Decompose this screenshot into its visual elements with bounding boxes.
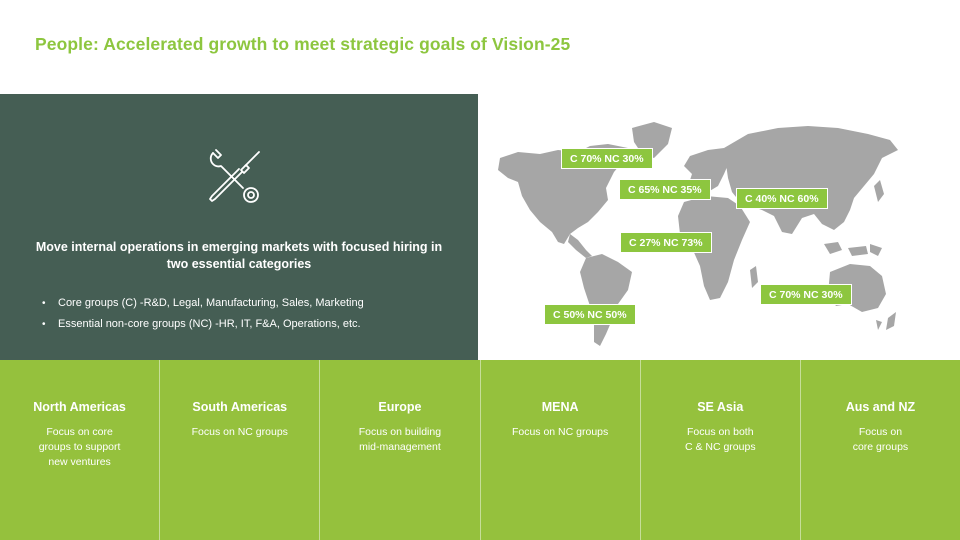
- world-map-section: C 70% NC 30% C 65% NC 35% C 40% NC 60% C…: [478, 94, 960, 360]
- bullet-non-core-groups: Essential non-core groups (NC) -HR, IT, …: [42, 314, 364, 335]
- wrench-screwdriver-icon: [209, 149, 260, 203]
- category-list: Core groups (C) -R&D, Legal, Manufacturi…: [42, 293, 364, 335]
- region-name: South Americas: [192, 400, 288, 414]
- region-column-aus-nz: Aus and NZ Focus on core groups: [801, 360, 960, 540]
- region-focus: Focus on core groups: [852, 426, 909, 453]
- region-focus: Focus on NC groups: [511, 426, 609, 438]
- operations-panel: Move internal operations in emerging mar…: [0, 94, 478, 360]
- region-name: Aus and NZ: [845, 400, 916, 414]
- region-focus: Focus on both C & NC groups: [684, 426, 756, 453]
- map-label-mena: C 27% NC 73%: [620, 232, 712, 253]
- page-title: People: Accelerated growth to meet strat…: [35, 34, 571, 54]
- region-column-south-americas: South Americas Focus on NC groups: [160, 360, 321, 540]
- region-column-mena: MENA Focus on NC groups: [481, 360, 641, 540]
- region-column-se-asia: SE Asia Focus on both C & NC groups: [641, 360, 801, 540]
- map-label-north-america: C 70% NC 30%: [561, 148, 653, 169]
- region-focus-row: North Americas Focus on core groups to s…: [0, 360, 960, 540]
- region-name: SE Asia: [697, 400, 744, 414]
- region-focus: Focus on NC groups: [191, 426, 288, 438]
- map-label-aus-nz: C 70% NC 30%: [760, 284, 852, 305]
- region-column-europe: Europe Focus on building mid-management: [320, 360, 481, 540]
- bullet-core-groups: Core groups (C) -R&D, Legal, Manufacturi…: [42, 293, 364, 314]
- region-name: MENA: [541, 400, 579, 414]
- region-focus: Focus on core groups to support new vent…: [38, 426, 121, 468]
- region-focus: Focus on building mid-management: [358, 426, 442, 453]
- region-name: Europe: [378, 400, 422, 414]
- region-name: North Americas: [33, 400, 126, 414]
- region-column-north-americas: North Americas Focus on core groups to s…: [0, 360, 161, 540]
- panel-headline: Move internal operations in emerging mar…: [35, 240, 443, 271]
- map-label-europe: C 65% NC 35%: [619, 179, 711, 200]
- map-label-south-america: C 50% NC 50%: [544, 304, 636, 325]
- map-label-se-asia: C 40% NC 60%: [736, 188, 828, 209]
